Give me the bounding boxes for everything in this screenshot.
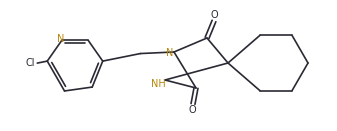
Text: N: N — [166, 48, 174, 58]
Text: O: O — [188, 105, 196, 115]
Text: N: N — [57, 34, 65, 44]
Text: Cl: Cl — [26, 58, 35, 68]
Text: NH: NH — [151, 79, 165, 89]
Text: O: O — [210, 10, 218, 20]
